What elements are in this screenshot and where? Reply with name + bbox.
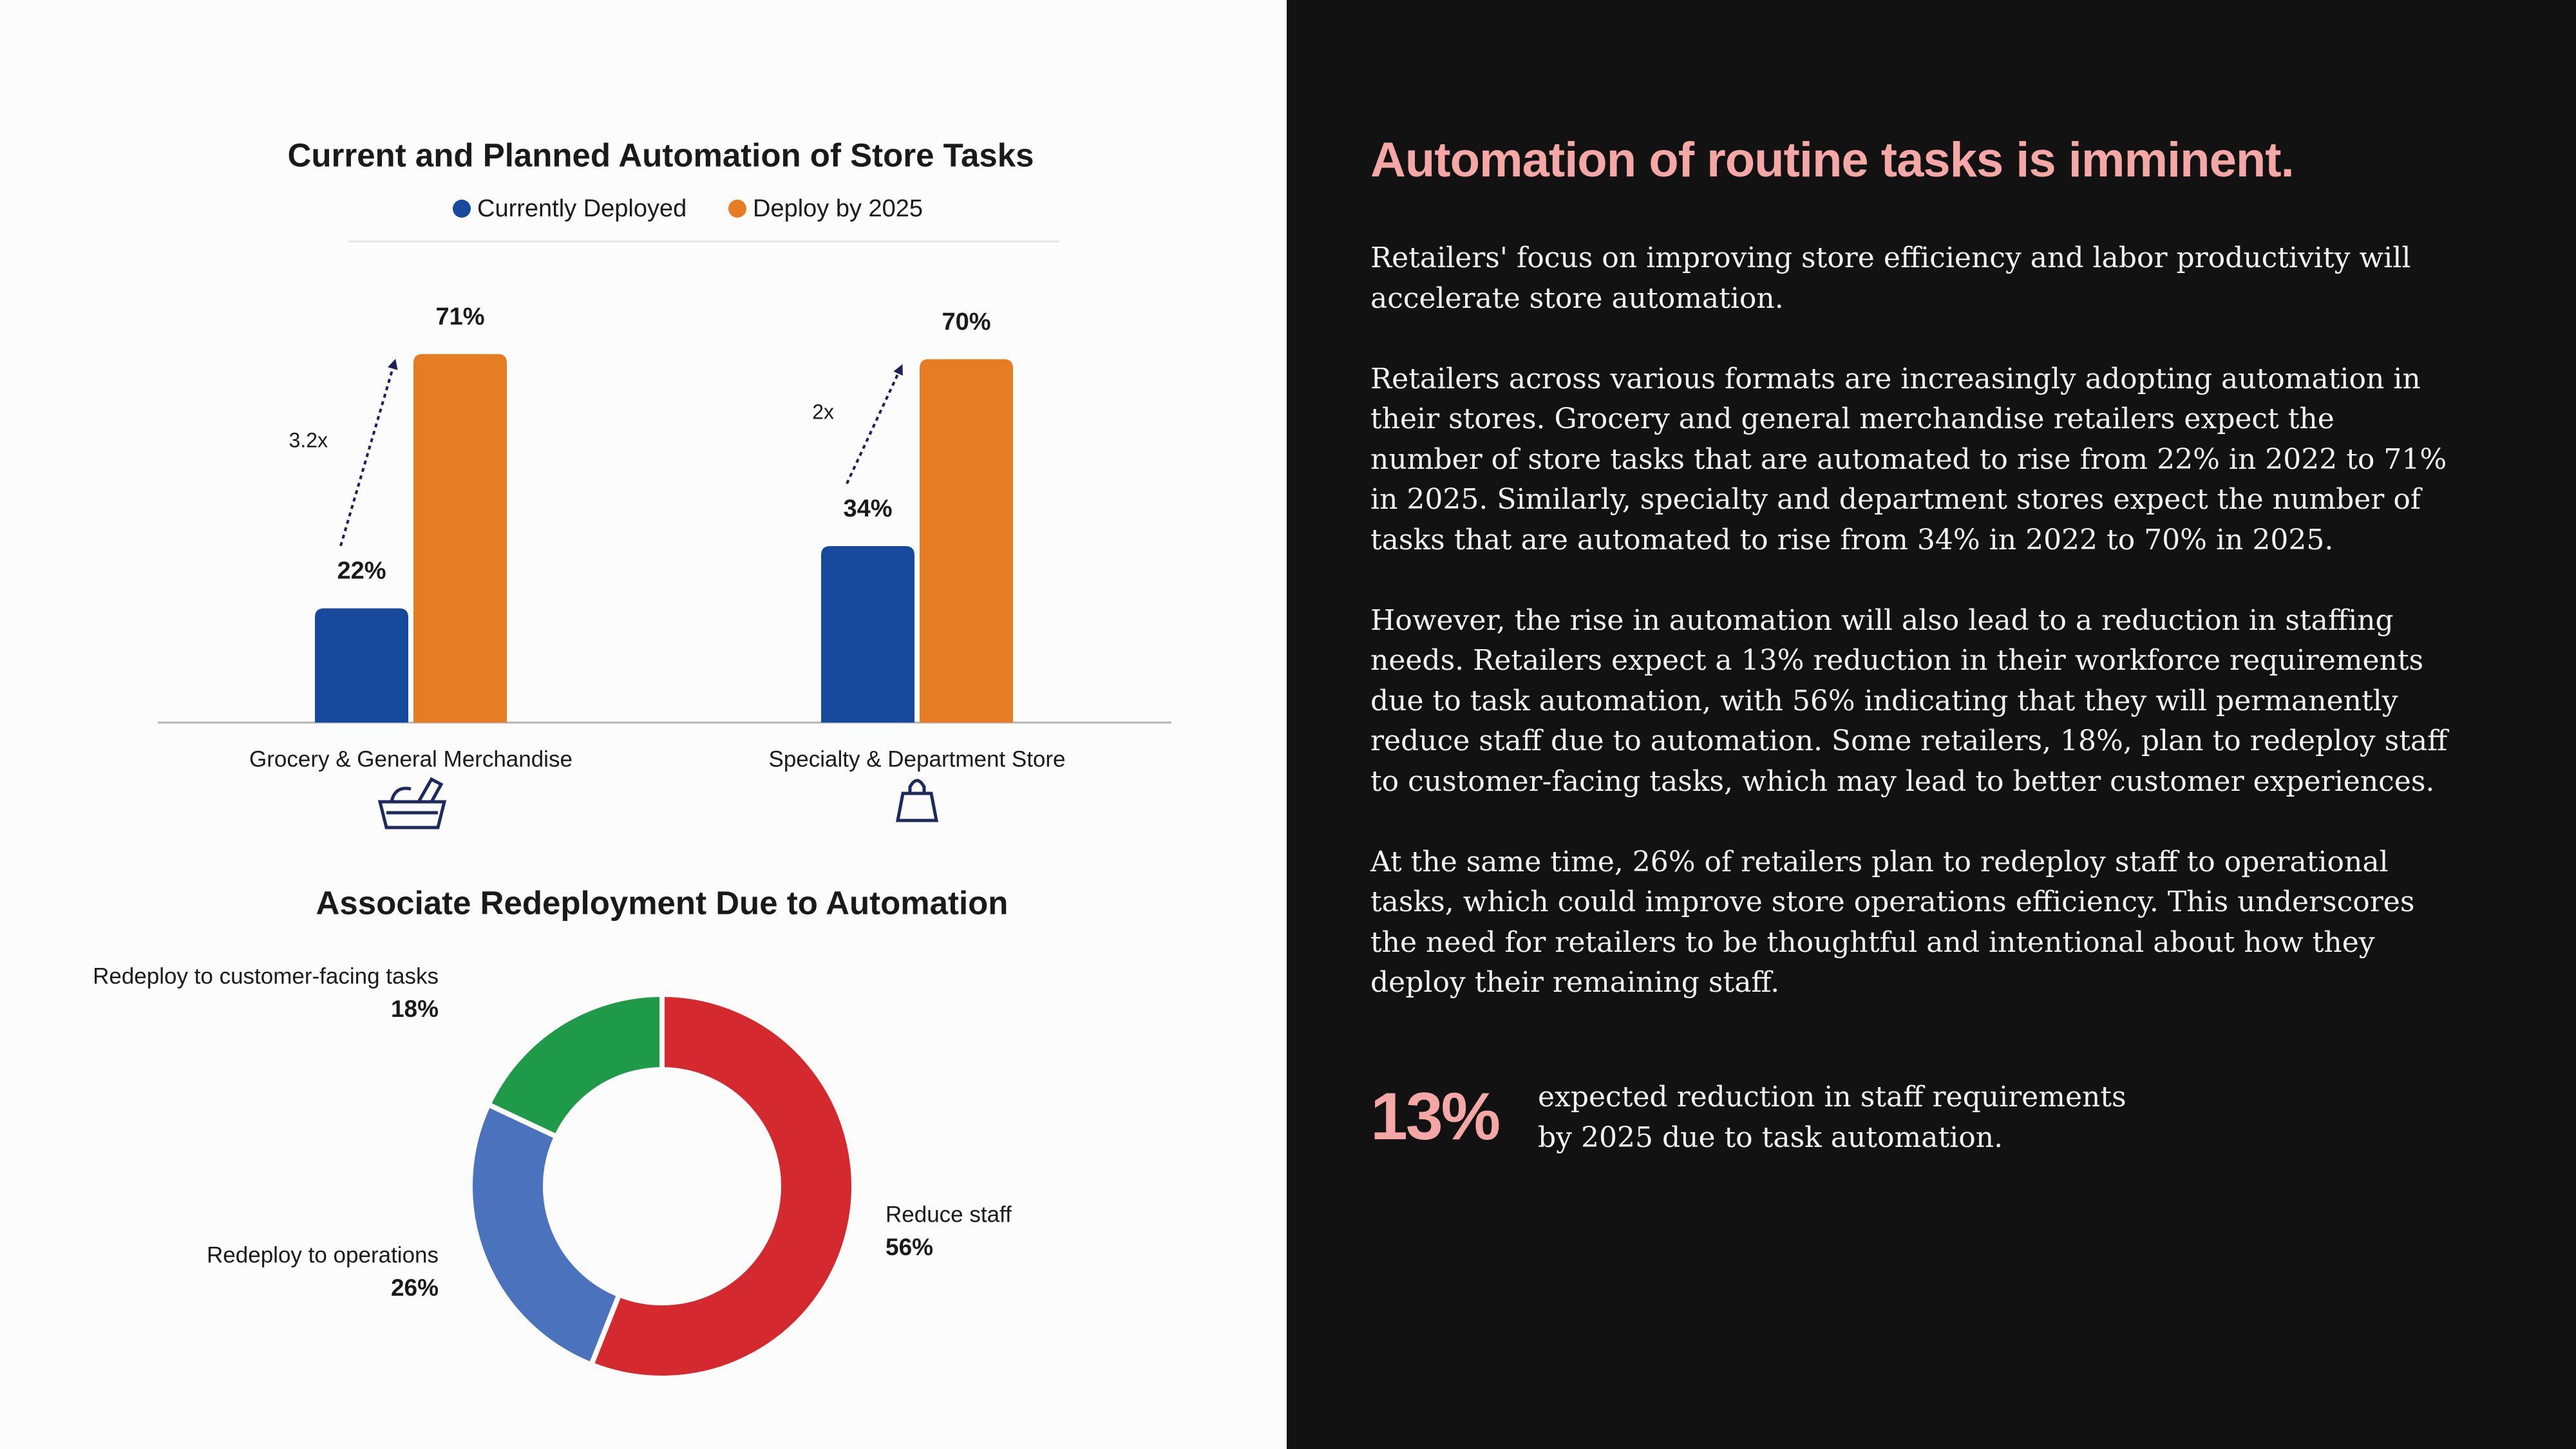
donut-slice: [486, 992, 665, 1139]
basket-icon: [377, 777, 447, 829]
slice-label: Redeploy to operations: [207, 1242, 439, 1267]
bag-icon: [895, 779, 939, 822]
bar-chart-title: Current and Planned Automation of Store …: [288, 137, 1034, 173]
value-label: 34%: [843, 495, 892, 522]
x-tick-label: Specialty & Department Store: [768, 746, 1065, 772]
stat-value: 13%: [1370, 1079, 1501, 1154]
slice-value: 18%: [391, 996, 439, 1022]
text-panel: Automation of routine tasks is imminent.…: [1287, 0, 2576, 1449]
bar: [920, 359, 1013, 723]
bar: [315, 608, 408, 723]
slice-value: 56%: [886, 1234, 933, 1260]
growth-arrow: [339, 359, 398, 547]
legend-label: Deploy by 2025: [753, 195, 923, 222]
paragraph: At the same time, 26% of retailers plan …: [1370, 845, 2415, 999]
paragraphs: Retailers' focus on improving store effi…: [1370, 238, 2452, 1043]
value-label: 70%: [942, 308, 990, 336]
paragraph: Retailers' focus on improving store effi…: [1370, 242, 2411, 315]
legend-marker: [453, 200, 471, 218]
x-tick-label: Grocery & General Merchandise: [249, 746, 573, 772]
bar: [821, 545, 914, 723]
stat-text: expected reduction in staff requirements…: [1538, 1081, 2126, 1154]
panel-title: Automation of routine tasks is imminent.: [1370, 133, 2295, 187]
donut-chart-title: Associate Redeployment Due to Automation: [316, 884, 1009, 921]
charts: Current and Planned Automation of Store …: [93, 137, 1171, 1381]
growth-arrow: [846, 364, 903, 484]
donut-slice: [468, 1102, 622, 1368]
slice-value: 26%: [391, 1274, 439, 1301]
annotation: 3.2x: [289, 429, 328, 452]
bar: [413, 354, 507, 723]
slice-label: Redeploy to customer-facing tasks: [93, 963, 439, 989]
value-label: 22%: [337, 558, 386, 585]
donut-slice: [589, 992, 857, 1381]
value-label: 71%: [435, 303, 484, 330]
slice-label: Reduce staff: [886, 1202, 1012, 1227]
legend-label: Currently Deployed: [477, 195, 687, 222]
paragraph: However, the rise in automation will als…: [1370, 603, 2448, 798]
annotation: 2x: [812, 400, 834, 423]
paragraph: Retailers across various formats are inc…: [1370, 362, 2447, 556]
legend-marker: [728, 200, 746, 218]
